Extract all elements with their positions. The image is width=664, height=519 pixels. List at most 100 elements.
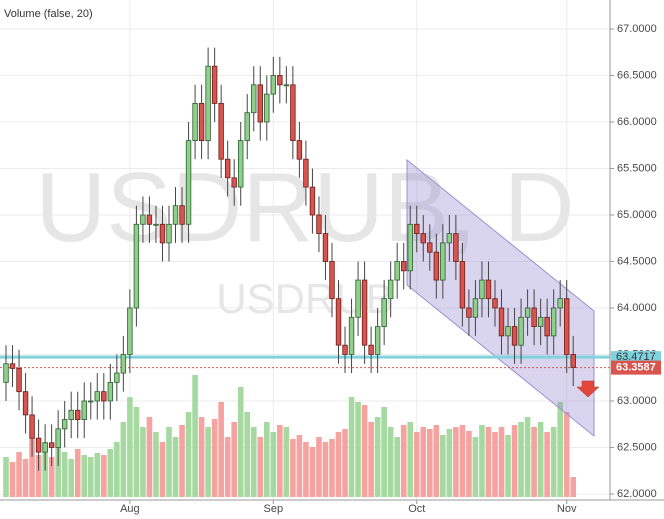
candle-body	[374, 326, 381, 355]
candle-body	[283, 84, 290, 87]
candle-body	[211, 65, 218, 104]
candle-body	[264, 93, 270, 123]
volume-bar	[237, 387, 244, 497]
volume-bar	[453, 427, 459, 497]
y-tick-label: 66.0000	[617, 116, 657, 128]
volume-bar	[74, 449, 81, 497]
volume-bar	[87, 457, 94, 497]
volume-bar	[55, 447, 61, 497]
volume-bar	[35, 455, 42, 497]
support-label: 63.4717	[616, 351, 656, 363]
volume-bar	[309, 447, 316, 497]
last-price-label: 63.3587	[616, 362, 656, 374]
candle-body	[407, 223, 413, 272]
volume-bar	[498, 427, 505, 497]
volume-bar	[426, 429, 433, 497]
candle-body	[537, 316, 544, 327]
volume-bar	[400, 425, 407, 497]
volume-bar	[413, 432, 420, 497]
volume-bar	[348, 397, 355, 497]
candle-body	[146, 214, 153, 225]
candle-body	[251, 84, 257, 114]
candle-body	[48, 442, 55, 448]
candle-body	[459, 261, 466, 309]
candle-body	[238, 140, 244, 188]
volume-bar	[166, 427, 172, 497]
candle-body	[427, 242, 433, 253]
volume-bar	[531, 427, 537, 497]
volume-bar	[263, 422, 270, 497]
volume-bar	[179, 425, 185, 497]
volume-bar	[322, 442, 329, 497]
volume-bar	[316, 437, 322, 497]
last-price-label-bg	[611, 360, 661, 375]
volume-bar	[277, 425, 283, 497]
volume-bar	[140, 427, 146, 497]
x-tick-label: Nov	[557, 503, 577, 515]
volume-bar	[557, 402, 563, 497]
volume-bar	[407, 422, 414, 497]
candle-body	[133, 223, 140, 309]
candle-body	[127, 307, 133, 355]
volume-bar	[570, 477, 577, 497]
volume-bar	[9, 462, 16, 497]
candle-body	[224, 158, 231, 179]
candle-body	[94, 391, 100, 402]
volume-bar	[459, 425, 466, 497]
candle-body	[368, 344, 374, 355]
candle-body	[342, 344, 348, 355]
candle-body	[303, 158, 309, 188]
candle-body	[296, 140, 303, 160]
volume-bar	[283, 427, 290, 497]
candle-body	[257, 84, 263, 123]
candle-body	[159, 223, 166, 244]
volume-bar	[355, 402, 361, 497]
candle-body	[198, 103, 205, 141]
volume-bar	[61, 452, 68, 497]
volume-bar	[440, 435, 446, 497]
volume-bar	[100, 455, 107, 497]
volume-bar	[29, 437, 35, 497]
candle-body	[29, 414, 35, 439]
volume-bar	[22, 459, 29, 497]
volume-bar	[205, 427, 211, 497]
candle-body	[35, 437, 42, 453]
y-tick-label: 67.0000	[617, 23, 657, 35]
y-tick-label: 64.0000	[617, 302, 657, 314]
candle-body	[179, 205, 185, 225]
volume-bar	[387, 427, 394, 497]
volume-bar	[146, 417, 153, 497]
volume-bar	[127, 397, 133, 497]
price-axis-bg	[610, 0, 664, 519]
volume-bar	[120, 422, 127, 497]
candle-body	[9, 363, 16, 369]
candle-body	[511, 326, 518, 346]
candle-body	[570, 354, 576, 368]
candle-body	[531, 307, 537, 327]
volume-bar	[518, 422, 524, 497]
volume-bar	[250, 427, 257, 497]
volume-bar	[446, 429, 453, 497]
candle-body	[3, 363, 9, 383]
candle-body	[192, 103, 198, 141]
candle-body	[290, 84, 296, 141]
volume-bar	[231, 422, 237, 497]
candle-body	[518, 316, 524, 346]
volume-bar	[244, 412, 251, 497]
volume-bar	[433, 425, 440, 497]
x-tick-label: Oct	[408, 503, 425, 515]
y-tick-label: 62.0000	[617, 488, 657, 500]
volume-bar	[192, 375, 198, 497]
candle-body	[492, 298, 498, 309]
axes: 62.000062.500063.000063.500064.000064.50…	[120, 23, 661, 515]
volume-bar	[563, 412, 570, 497]
volume-bar	[537, 422, 544, 497]
candle-body	[329, 261, 335, 300]
time-axis-bg	[0, 500, 664, 519]
volume-bar	[335, 432, 342, 497]
candle-body	[446, 233, 453, 244]
candle-body	[505, 326, 511, 337]
y-tick-label: 63.0000	[617, 395, 657, 407]
candle-body	[61, 419, 68, 430]
candle-body	[166, 223, 172, 244]
